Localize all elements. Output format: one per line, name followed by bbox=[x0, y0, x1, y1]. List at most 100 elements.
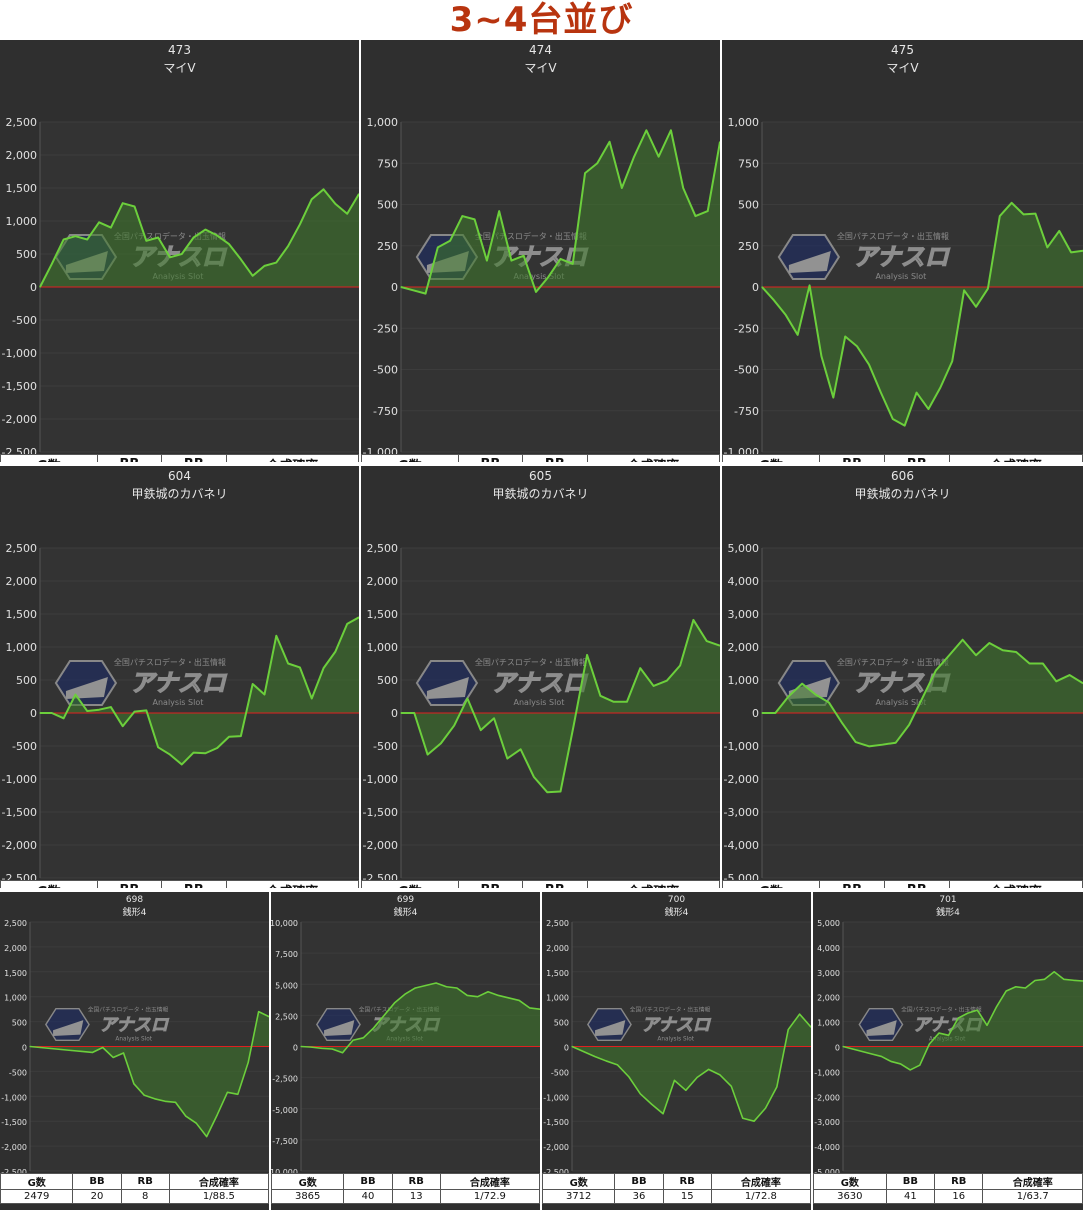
data-point bbox=[1028, 662, 1031, 665]
machine-number: 474 bbox=[529, 43, 552, 57]
machine-number: 701 bbox=[939, 895, 956, 905]
data-point bbox=[112, 1056, 114, 1059]
data-point bbox=[518, 999, 520, 1002]
data-point bbox=[70, 1049, 73, 1052]
logo-hexagon-icon bbox=[777, 234, 841, 280]
data-point bbox=[919, 1064, 921, 1066]
data-point bbox=[696, 1076, 698, 1078]
stats-table: G数 BB RB 合成確率 3712 36 15 1/72.8 bbox=[542, 1173, 811, 1204]
y-tick-label: -1,500 bbox=[543, 1118, 569, 1127]
y-tick-label: -1,500 bbox=[2, 380, 37, 393]
data-point bbox=[51, 263, 53, 265]
data-point bbox=[1034, 979, 1036, 982]
data-point bbox=[263, 265, 266, 267]
stat-header-rate: 合成確率 bbox=[168, 1173, 269, 1190]
y-tick-label: 4,000 bbox=[728, 575, 760, 588]
data-point bbox=[497, 994, 500, 997]
y-tick-label: -1,000 bbox=[363, 773, 398, 786]
logo-tagline: 全国パチスロデータ・出玉情報 bbox=[114, 657, 226, 667]
stats-table: G数BBRB合成確率775034211/140.9 bbox=[361, 454, 720, 462]
data-point bbox=[237, 1093, 239, 1095]
y-tick-label: -4,000 bbox=[724, 839, 759, 852]
stat-header-games: G数 bbox=[813, 1173, 887, 1190]
data-point bbox=[801, 683, 803, 685]
data-point bbox=[939, 387, 941, 389]
data-point bbox=[1034, 212, 1037, 215]
data-point bbox=[275, 635, 277, 637]
y-tick-label: 1,000 bbox=[367, 116, 399, 129]
machine-model: 銭形4 bbox=[123, 906, 147, 918]
stat-value-rb: 8 bbox=[120, 1189, 170, 1204]
stats-table: G数BBRB合成確率858933361/124.5 bbox=[0, 454, 359, 462]
data-point bbox=[414, 987, 416, 989]
y-tick-label: 2,500 bbox=[275, 1012, 298, 1021]
stat-header-rb: RB bbox=[161, 880, 227, 888]
y-tick-label: 2,000 bbox=[6, 149, 38, 162]
data-point bbox=[1070, 251, 1072, 253]
logo-hexagon-icon bbox=[54, 660, 118, 706]
stats-table: G数BBRB合成確率505457191/66.5 bbox=[722, 880, 1083, 888]
stat-value-bb: 36 bbox=[614, 1189, 664, 1204]
logo-name: アナスロ bbox=[99, 1015, 169, 1035]
machine-model: 甲鉄城のカバネリ bbox=[492, 486, 588, 501]
y-tick-label: -3,000 bbox=[814, 1118, 840, 1127]
y-tick-label: -1,000 bbox=[2, 347, 37, 360]
data-point bbox=[719, 1074, 721, 1076]
data-point bbox=[645, 129, 647, 131]
stat-header-rate: 合成確率 bbox=[710, 1173, 811, 1190]
data-point bbox=[247, 1061, 249, 1064]
stat-value-bb: 20 bbox=[72, 1189, 122, 1204]
stat-header-bb: BB bbox=[96, 880, 163, 888]
data-point bbox=[440, 742, 442, 744]
stat-header-bb: BB bbox=[819, 880, 885, 888]
data-point bbox=[1022, 213, 1025, 215]
data-point bbox=[773, 299, 775, 301]
data-point bbox=[832, 396, 834, 399]
y-tick-label: -1,000 bbox=[724, 740, 759, 753]
data-point bbox=[206, 1136, 208, 1138]
stat-header-bb: BB bbox=[457, 454, 524, 462]
stats-table: G数 BB RB 合成確率 3630 41 16 1/63.7 bbox=[813, 1173, 1083, 1204]
y-tick-label: 500 bbox=[12, 1019, 27, 1028]
data-point bbox=[122, 202, 124, 204]
stat-header-bb: BB bbox=[819, 454, 885, 462]
stat-header-bb: BB bbox=[885, 1173, 936, 1190]
y-tick-label: 2,500 bbox=[546, 919, 569, 928]
data-point bbox=[571, 1045, 573, 1048]
chart-svg-473: 473 マイV 2,500 2,000 1,500 1,000 500 0 -500 -1,000… bbox=[2, 43, 359, 454]
data-point bbox=[474, 218, 476, 220]
y-tick-label: 10,000 bbox=[271, 919, 298, 928]
y-tick-label: 5,000 bbox=[728, 542, 760, 555]
data-point bbox=[195, 1122, 197, 1124]
y-tick-label: -500 bbox=[551, 1068, 569, 1077]
stat-header-rb: RB bbox=[883, 454, 950, 462]
y-tick-label: 5,000 bbox=[275, 981, 298, 990]
machine-number: 605 bbox=[529, 469, 552, 483]
page-title: 3~4台並び bbox=[449, 0, 634, 40]
y-tick-label: -1,000 bbox=[363, 446, 398, 454]
data-point bbox=[742, 1117, 744, 1119]
data-point bbox=[616, 1064, 619, 1066]
machine-model: 銭形4 bbox=[665, 906, 689, 918]
y-tick-label: 7,500 bbox=[275, 950, 298, 959]
data-point bbox=[81, 1050, 83, 1053]
logo-tagline: 全国パチスロデータ・出玉情報 bbox=[475, 657, 587, 667]
data-point bbox=[639, 667, 641, 669]
data-point bbox=[559, 790, 562, 793]
data-point bbox=[694, 215, 697, 217]
machine-model: 甲鉄城のカバネリ bbox=[131, 486, 227, 501]
y-tick-label: 2,000 bbox=[4, 944, 27, 953]
data-point bbox=[300, 1045, 302, 1048]
data-point bbox=[424, 293, 427, 295]
logo-name: アナスロ bbox=[853, 243, 951, 271]
y-tick-label: 1,500 bbox=[6, 182, 38, 195]
data-point bbox=[662, 1113, 664, 1115]
data-point bbox=[228, 736, 230, 738]
y-tick-label: -750 bbox=[373, 405, 398, 418]
logo-tagline: 全国パチスロデータ・出玉情報 bbox=[837, 231, 949, 241]
y-tick-label: -1,500 bbox=[363, 806, 398, 819]
data-point bbox=[456, 987, 458, 989]
